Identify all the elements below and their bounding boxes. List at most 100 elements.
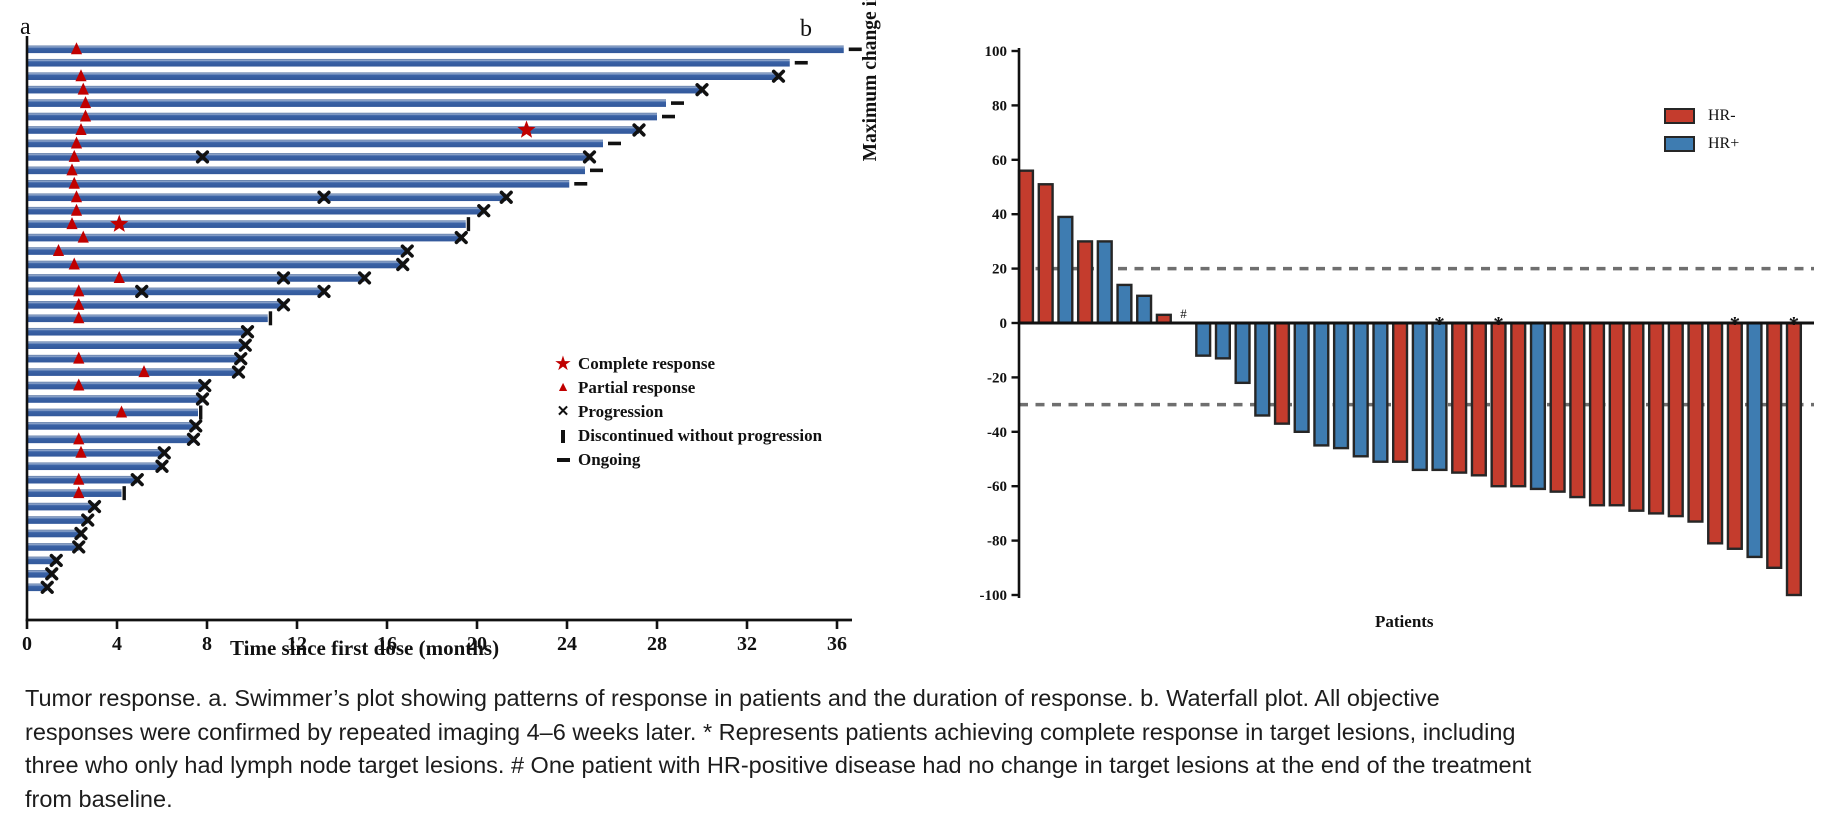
partial-response-marker	[79, 96, 92, 109]
complete-response-marker	[110, 214, 129, 232]
waterfall-bar	[1608, 321, 1625, 507]
waterfall-bar	[1037, 183, 1054, 325]
progression-marker	[157, 446, 171, 460]
swimmer-bar	[27, 489, 122, 497]
progression-marker	[130, 473, 144, 487]
swimmer-x-tick-label: 16	[377, 633, 397, 655]
swimmer-x-tick-label: 32	[737, 633, 757, 655]
waterfall-bar	[1136, 294, 1153, 325]
waterfall-bar	[1332, 321, 1350, 450]
waterfall-bar	[1313, 321, 1330, 447]
swimmer-bar	[27, 153, 590, 161]
waterfall-bar	[1647, 321, 1665, 515]
discontinued-marker	[268, 311, 273, 326]
swimmer-bar	[27, 112, 657, 121]
swimmer-plot: 0 4 8 12 16 20 24 28 32 36	[22, 36, 862, 655]
progression-marker	[49, 553, 63, 568]
swimmer-bar	[27, 395, 203, 403]
swimmer-bar	[27, 99, 666, 107]
progression-marker	[276, 298, 291, 312]
swimmer-bar	[27, 58, 790, 67]
partial-response-marker	[70, 203, 83, 216]
waterfall-y-tick-label: -60	[987, 479, 1007, 495]
swimmer-x-axis-title: Time since first dose (months)	[230, 636, 500, 660]
waterfall-bar	[1076, 240, 1094, 325]
partial-response-marker	[77, 230, 89, 243]
swimmer-legend-item: ✕ Progression	[548, 400, 822, 424]
progression-marker	[155, 459, 169, 473]
ongoing-marker	[662, 114, 675, 119]
waterfall-bar	[1687, 321, 1704, 523]
ongoing-marker	[794, 60, 808, 65]
waterfall-y-axis-title: Maximum change in target lesions (%)	[860, 0, 882, 161]
partial-response-icon: ▲	[556, 380, 570, 395]
waterfall-bar	[1588, 321, 1606, 507]
waterfall-legend-item: HR-	[1664, 102, 1739, 130]
complete-response-icon: ★	[554, 353, 572, 375]
waterfall-x-axis-title: Patients	[1375, 612, 1434, 631]
waterfall-y-tick-label: -20	[987, 370, 1007, 386]
swimmer-bar	[27, 475, 138, 484]
progression-marker	[72, 540, 86, 554]
complete-response-marker	[517, 120, 536, 138]
partial-response-marker	[73, 284, 85, 297]
swimmer-legend-label: Progression	[578, 402, 664, 421]
swimmer-legend-item: ★ Complete response	[548, 352, 822, 376]
waterfall-y-tick-label: 20	[992, 262, 1007, 278]
swimmer-x-tick-label: 36	[827, 633, 847, 655]
progression-marker	[45, 567, 59, 581]
waterfall-bar	[1431, 321, 1448, 472]
progression-marker	[234, 352, 248, 366]
partial-response-marker	[66, 217, 78, 230]
progression-marker	[240, 325, 255, 339]
swimmer-bar	[27, 327, 248, 336]
partial-response-marker	[77, 82, 89, 95]
progression-marker	[357, 271, 372, 285]
waterfall-y-tick-label: 100	[985, 44, 1008, 60]
partial-response-marker	[73, 472, 85, 485]
partial-response-marker	[115, 405, 128, 418]
waterfall-legend-item: HR+	[1664, 130, 1739, 158]
progression-marker	[276, 271, 291, 285]
swimmer-bar	[27, 354, 241, 363]
partial-response-marker	[73, 486, 85, 499]
discontinued-marker	[199, 405, 203, 420]
discontinued-marker	[466, 217, 471, 232]
swimmer-legend-item: ▲ Partial response	[548, 376, 822, 400]
swimmer-bar	[27, 422, 196, 430]
waterfall-bar	[1549, 321, 1566, 493]
waterfall-legend-label: HR+	[1708, 135, 1740, 152]
waterfall-bar	[1273, 321, 1291, 425]
waterfall-bar	[1017, 169, 1035, 325]
partial-response-marker	[73, 311, 85, 324]
swimmer-bar	[27, 274, 365, 282]
waterfall-y-tick-label: -100	[980, 588, 1008, 604]
panel-b-label: b	[800, 16, 812, 42]
waterfall-bar	[1411, 321, 1428, 472]
progression-marker	[195, 392, 210, 406]
swimmer-bar	[27, 543, 79, 551]
waterfall-y-tick-label: 60	[992, 153, 1007, 169]
partial-response-marker	[75, 445, 87, 458]
partial-response-marker	[79, 109, 92, 122]
partial-response-marker	[73, 297, 85, 310]
swimmer-bar	[27, 381, 205, 390]
swimmer-bar	[27, 72, 779, 80]
swimmer-legend-item: Discontinued without progression	[548, 424, 822, 448]
progression-marker	[135, 284, 149, 298]
hr-negative-swatch	[1664, 108, 1695, 124]
partial-response-marker	[75, 123, 87, 135]
progression-marker	[40, 580, 54, 594]
no-change-hash: #	[1180, 306, 1187, 321]
partial-response-marker	[113, 270, 125, 283]
swimmer-bar	[27, 502, 95, 511]
ongoing-marker	[590, 168, 603, 173]
waterfall-bar	[1057, 215, 1074, 325]
waterfall-bar	[1096, 240, 1113, 325]
waterfall-bar	[1352, 321, 1369, 458]
swimmer-legend: ★ Complete response ▲ Partial response ✕ Prog…	[548, 352, 822, 472]
progression-marker	[477, 204, 491, 218]
progression-marker	[189, 419, 203, 433]
waterfall-bar	[1214, 321, 1232, 360]
swimmer-x-tick-label: 4	[112, 633, 122, 655]
